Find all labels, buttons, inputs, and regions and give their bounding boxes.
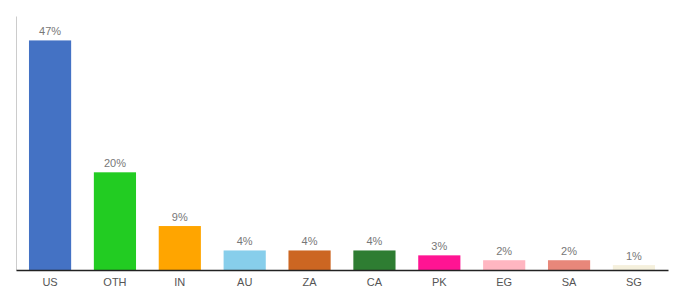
bar [548,260,590,270]
x-tick-label: EG [496,276,512,288]
bar [288,250,330,270]
x-axis-line [17,270,669,272]
data-label: 4% [237,235,253,247]
x-tick: SG [626,270,642,288]
bar [224,250,266,270]
x-tick: EG [496,270,512,288]
data-label: 1% [626,250,642,262]
x-tick: PK [432,270,447,288]
x-tick: IN [174,270,185,288]
bar [613,265,655,270]
bar [483,260,525,270]
data-label: 2% [561,245,577,257]
y-axis-line [16,17,17,271]
data-labels: 47% 20% 9% 4% 4% 4% 3% 2% 2% 1% [39,25,642,262]
data-label: 3% [431,240,447,252]
x-tick: AU [237,270,252,288]
data-label: 47% [39,25,61,37]
x-tick-label: PK [432,276,447,288]
x-tick-label: SA [562,276,577,288]
data-label: 20% [104,157,126,169]
x-tick: ZA [303,270,318,288]
x-tick-label: IN [174,276,185,288]
x-tick: SA [562,270,577,288]
x-tick-label: ZA [303,276,318,288]
data-label: 2% [496,245,512,257]
bar [94,172,136,270]
bar [353,250,395,270]
bars [29,40,655,270]
y-axis [16,17,17,271]
plot: 47% 20% 9% 4% 4% 4% 3% 2% 2% 1% US OTH IN AU ZA CA PK EG S… [17,17,669,288]
x-tick: US [42,270,57,288]
data-label: 4% [366,235,382,247]
data-label: 9% [172,211,188,223]
data-label: 4% [302,235,318,247]
bar [418,255,460,270]
x-tick-label: CA [367,276,383,288]
x-tick: OTH [103,270,126,288]
x-tick-label: SG [626,276,642,288]
x-axis: US OTH IN AU ZA CA PK EG SA SG [17,270,669,288]
x-tick-label: AU [237,276,252,288]
chart: 47% 20% 9% 4% 4% 4% 3% 2% 2% 1% US OTH IN AU ZA CA PK EG S… [0,0,680,300]
x-tick-label: OTH [103,276,126,288]
bar [159,226,201,270]
x-tick-label: US [42,276,57,288]
x-tick: CA [367,270,383,288]
bar [29,40,71,270]
